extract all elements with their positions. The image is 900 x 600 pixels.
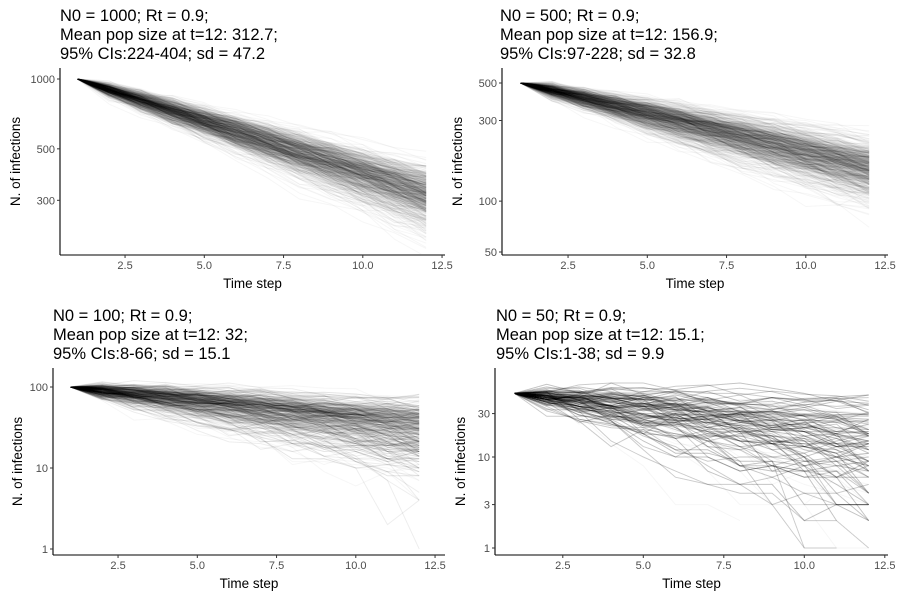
panel-title-line: Mean pop size at t=12: 32; — [53, 326, 248, 344]
y-tick-label: 50 — [485, 247, 497, 259]
x-tick-label: 12.5 — [424, 560, 445, 572]
y-tick-label: 100 — [479, 196, 497, 208]
x-tick-label: 5.0 — [636, 560, 651, 572]
x-tick-label: 12.5 — [874, 260, 895, 272]
y-tick-label: 500 — [479, 78, 497, 90]
trajectories — [71, 381, 420, 549]
y-tick-label: 500 — [37, 144, 55, 156]
panel-title-line: Mean pop size at t=12: 15.1; — [496, 326, 705, 344]
panel-title-line: N0 = 1000; Rt = 0.9; — [60, 7, 209, 25]
panel-title-line: N0 = 50; Rt = 0.9; — [496, 307, 626, 325]
x-tick-label: 2.5 — [560, 260, 575, 272]
x-tick-label: 5.0 — [197, 260, 212, 272]
x-tick-label: 5.0 — [190, 560, 205, 572]
x-tick-label: 7.5 — [716, 560, 731, 572]
panel-title-line: N0 = 100; Rt = 0.9; — [53, 307, 192, 325]
x-tick-label: 10.0 — [794, 560, 815, 572]
y-tick-label: 1 — [484, 543, 490, 555]
trajectories — [521, 81, 870, 227]
x-tick-label: 7.5 — [276, 260, 291, 272]
panel-title-line: 95% CIs:8-66; sd = 15.1 — [53, 345, 230, 363]
x-tick-label: 2.5 — [110, 560, 125, 572]
trajectories — [515, 383, 869, 548]
panel-3: N0 = 100; Rt = 0.9;Mean pop size at t=12… — [10, 307, 446, 591]
y-tick-label: 30 — [478, 409, 490, 421]
x-tick-label: 2.5 — [555, 560, 570, 572]
panel-1: N0 = 1000; Rt = 0.9;Mean pop size at t=1… — [8, 7, 453, 291]
panel-title-line: N0 = 500; Rt = 0.9; — [500, 7, 639, 25]
panel-2: N0 = 500; Rt = 0.9;Mean pop size at t=12… — [450, 7, 896, 291]
x-tick-label: 12.5 — [874, 560, 895, 572]
panel-title-line: Mean pop size at t=12: 312.7; — [60, 26, 278, 44]
y-tick-label: 1000 — [31, 74, 55, 86]
x-tick-label: 10.0 — [795, 260, 816, 272]
y-tick-label: 300 — [479, 115, 497, 127]
panel-4: N0 = 50; Rt = 0.9;Mean pop size at t=12:… — [453, 307, 896, 591]
y-axis-title: N. of infections — [450, 117, 465, 207]
y-tick-label: 10 — [478, 452, 490, 464]
panel-title-line: Mean pop size at t=12: 156.9; — [500, 26, 718, 44]
y-axis-title: N. of infections — [453, 417, 468, 507]
y-tick-label: 100 — [30, 382, 48, 394]
y-axis-title: N. of infections — [10, 417, 25, 507]
x-tick-label: 10.0 — [352, 260, 373, 272]
x-axis-title: Time step — [666, 276, 725, 291]
x-axis-title: Time step — [662, 576, 721, 591]
x-tick-label: 7.5 — [269, 560, 284, 572]
x-tick-label: 12.5 — [431, 260, 452, 272]
panel-title-line: 95% CIs:97-228; sd = 32.8 — [500, 45, 696, 63]
y-axis-title: N. of infections — [8, 117, 23, 207]
x-tick-label: 5.0 — [640, 260, 655, 272]
y-tick-label: 10 — [36, 463, 48, 475]
panel-title-line: 95% CIs:1-38; sd = 9.9 — [496, 345, 664, 363]
trajectories — [78, 79, 427, 257]
y-tick-label: 1 — [42, 544, 48, 556]
y-tick-label: 3 — [484, 500, 490, 512]
x-tick-label: 2.5 — [117, 260, 132, 272]
x-axis-title: Time step — [223, 276, 282, 291]
x-tick-label: 10.0 — [345, 560, 366, 572]
panel-title-line: 95% CIs:224-404; sd = 47.2 — [60, 45, 265, 63]
y-tick-label: 300 — [37, 195, 55, 207]
x-tick-label: 7.5 — [719, 260, 734, 272]
x-axis-title: Time step — [220, 576, 279, 591]
